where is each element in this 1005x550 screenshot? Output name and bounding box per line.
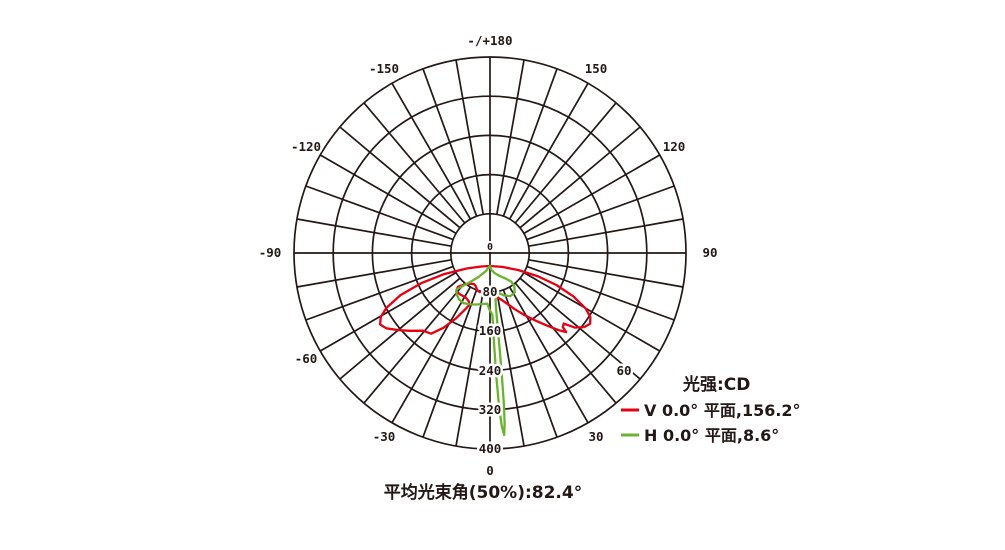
grid-spoke <box>296 258 452 288</box>
angle-label-90: 90 <box>702 245 717 260</box>
angle-label--60: -60 <box>295 351 318 366</box>
grid-spoke <box>508 82 589 220</box>
radial-label-160: 160 <box>479 323 502 338</box>
grid-spoke <box>339 126 461 229</box>
grid-spoke <box>519 126 641 229</box>
grid-spoke <box>391 286 472 424</box>
radial-label-240: 240 <box>479 363 502 378</box>
grid-spoke <box>528 218 684 248</box>
angle-label--90: -90 <box>259 245 282 260</box>
grid-spoke <box>305 265 454 321</box>
angle-label-120: 120 <box>663 139 686 154</box>
series-h-curve <box>455 264 516 437</box>
radial-label-320: 320 <box>479 402 502 417</box>
angle-label--30: -30 <box>373 429 396 444</box>
grid-spoke <box>363 282 466 404</box>
grid-spoke <box>495 291 525 447</box>
grid-spoke <box>508 286 589 424</box>
grid-spoke <box>526 185 675 241</box>
polar-grid <box>293 56 687 450</box>
grid-spoke <box>526 265 675 321</box>
grid-spoke <box>296 218 452 248</box>
grid-spoke <box>502 289 558 438</box>
grid-spoke <box>528 258 684 288</box>
legend-label-h: H 0.0° 平面,8.6° <box>644 426 779 445</box>
radial-label-80: 80 <box>482 284 497 299</box>
grid-spoke <box>519 277 641 380</box>
grid-spoke <box>391 82 472 220</box>
angle-label--150: -150 <box>369 61 399 76</box>
grid-spoke <box>319 154 457 235</box>
angle-label-30: 30 <box>588 429 603 444</box>
intensity-curves <box>378 264 592 437</box>
angle-label-150: 150 <box>585 61 608 76</box>
axis-labels: -/+180 150 120 90 60 30 0 -30 -60 -90 -120 -150 80 16… <box>256 31 720 481</box>
angle-label-180: -/+180 <box>467 33 512 48</box>
angle-label-0: 0 <box>486 463 494 478</box>
grid-spoke <box>455 291 485 447</box>
grid-spoke <box>305 185 454 241</box>
radial-origin-label: 0 <box>487 242 493 253</box>
radial-label-400: 400 <box>479 441 502 456</box>
grid-spoke <box>523 154 661 235</box>
legend-title: 光强:CD <box>682 374 750 395</box>
grid-spoke <box>523 271 661 352</box>
grid-spoke <box>514 282 617 404</box>
grid-spoke <box>319 271 457 352</box>
grid-spoke <box>422 68 478 217</box>
series-v-curve <box>378 264 592 335</box>
angle-label--120: -120 <box>291 139 321 154</box>
angle-label-60: 60 <box>616 363 631 378</box>
grid-spoke <box>514 102 617 224</box>
grid-spoke <box>502 68 558 217</box>
average-beam-angle-text: 平均光束角(50%):82.4° <box>384 482 582 503</box>
grid-spoke <box>363 102 466 224</box>
legend-label-v: V 0.0° 平面,156.2° <box>644 401 801 420</box>
grid-spoke <box>495 59 525 215</box>
grid-spoke <box>339 277 461 380</box>
grid-spoke <box>455 59 485 215</box>
grid-spoke <box>422 289 478 438</box>
